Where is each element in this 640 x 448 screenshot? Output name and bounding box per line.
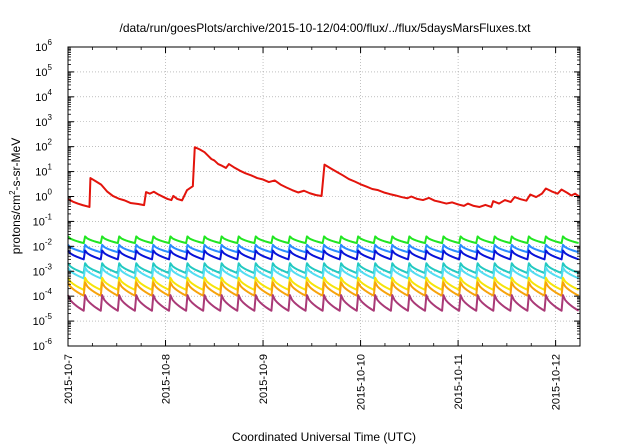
red-series-group	[67, 146, 581, 208]
x-tick-label: 2015-10-7	[63, 354, 75, 404]
y-axis-title-pre: protons/cm	[9, 195, 23, 254]
y-axis-title-post: -s-sr-MeV	[9, 138, 23, 191]
x-tick-label: 2015-10-8	[161, 354, 173, 404]
y-tick-label: 10-3	[33, 262, 53, 278]
y-tick-label: 106	[35, 38, 52, 54]
y-tick-exp: 1	[48, 163, 53, 172]
diurnal-series-group	[67, 235, 580, 312]
y-tick-label: 103	[35, 113, 52, 129]
y-tick-exp: -1	[45, 212, 53, 221]
x-tick-label: 2015-10-11	[453, 354, 465, 409]
y-tick-exp: -3	[45, 262, 53, 271]
y-tick-exp: -4	[45, 287, 53, 296]
y-tick-base: 10	[33, 216, 45, 228]
y-tick-label: 100	[35, 188, 52, 204]
y-tick-base: 10	[33, 241, 45, 253]
y-tick-exp: 4	[48, 88, 53, 97]
y-tick-base: 10	[35, 192, 47, 204]
y-tick-base: 10	[33, 341, 45, 353]
series-line-1	[67, 243, 579, 254]
y-tick-exp: 6	[48, 38, 53, 47]
x-tick-label: 2015-10-12	[551, 354, 563, 410]
y-tick-base: 10	[33, 291, 45, 303]
y-tick-label: 104	[35, 88, 52, 104]
y-axis-title: protons/cm2-s-sr-MeV	[8, 138, 23, 254]
series-line-4	[67, 266, 580, 280]
y-tick-exp: 2	[48, 138, 53, 147]
y-tick-exp: -5	[45, 312, 53, 321]
y-tick-label: 10-5	[33, 312, 53, 328]
y-tick-base: 10	[35, 117, 47, 129]
y-tick-base: 10	[35, 142, 47, 154]
y-axis-title-sup: 2	[8, 190, 17, 195]
y-tick-label: 10-1	[33, 212, 53, 228]
y-tick-exp: -6	[45, 337, 53, 346]
y-tick-base: 10	[35, 67, 47, 79]
series-line-6	[67, 281, 580, 297]
x-tick-label: 2015-10-9	[258, 354, 270, 404]
x-axis-title: Coordinated Universal Time (UTC)	[232, 430, 416, 444]
x-tick-label: 2015-10-10	[356, 354, 368, 410]
y-tick-label: 101	[35, 163, 52, 179]
y-tick-label: 102	[35, 138, 52, 154]
y-tick-exp: -2	[45, 237, 53, 246]
y-axis: 10610510410310210110010-110-210-310-410-…	[33, 38, 580, 353]
y-tick-label: 105	[35, 63, 52, 79]
y-tick-exp: 3	[48, 113, 53, 122]
series-line-2	[67, 249, 579, 261]
series-line-7	[67, 294, 580, 312]
y-tick-base: 10	[33, 266, 45, 278]
y-tick-label: 10-6	[33, 337, 53, 353]
chart-title: /data/run/goesPlots/archive/2015-10-12/0…	[120, 21, 532, 35]
x-axis: 2015-10-7 2015-10-8 2015-10-9 2015-10-10 201…	[63, 47, 581, 410]
y-tick-base: 10	[35, 167, 47, 179]
series-line-red	[67, 146, 581, 208]
series-line-0	[67, 235, 579, 245]
y-tick-exp: 0	[48, 188, 53, 197]
y-tick-label: 10-4	[33, 287, 53, 303]
y-tick-base: 10	[35, 42, 47, 54]
y-tick-base: 10	[33, 316, 45, 328]
y-tick-label: 10-2	[33, 237, 53, 253]
y-tick-exp: 5	[48, 63, 53, 72]
y-tick-base: 10	[35, 92, 47, 104]
